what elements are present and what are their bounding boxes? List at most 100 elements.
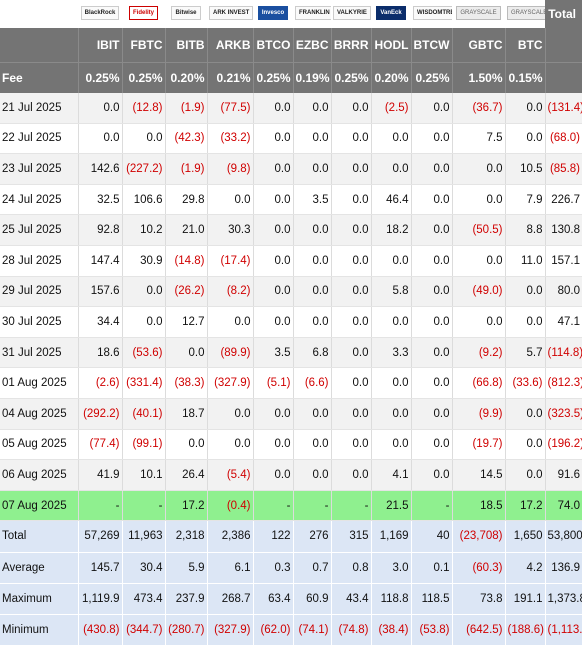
flow-cell-btco: 3.5 (252, 337, 293, 369)
ticker-header-brrr: BRRR (330, 28, 371, 63)
flow-cell-total: (114.8) (544, 337, 582, 369)
stat-cell-arkb: 268.7 (206, 582, 253, 615)
stat-cell-ibit: 145.7 (77, 551, 122, 584)
flow-cell-ezbc: 0.0 (292, 306, 331, 338)
flow-cell-gbtc: (66.8) (451, 367, 505, 399)
flow-cell-fbtc: (12.8) (121, 93, 165, 124)
flow-cell-hodl: 0.0 (370, 153, 411, 185)
flow-cell-total: 226.7 (544, 184, 582, 216)
flow-cell-btco: 0.0 (252, 459, 293, 491)
flow-cell-arkb: (8.2) (206, 276, 253, 308)
flow-cell-bitb: 29.8 (164, 184, 207, 216)
stat-row-average: Average 145.7 30.4 5.9 6.1 0.3 0.7 0.8 3.0 0.1 (60… (0, 551, 582, 584)
stat-label: Maximum (0, 582, 78, 615)
stat-label: Minimum (0, 613, 78, 645)
flow-cell-fbtc: (99.1) (121, 429, 165, 461)
flow-cell-fbtc: (331.4) (121, 367, 165, 399)
flow-cell-gbtc: 7.5 (451, 123, 505, 155)
flow-cell-bitb: (26.2) (164, 276, 207, 308)
flow-cell-btc: 10.5 (504, 153, 545, 185)
flow-cell-gbtc: (9.9) (451, 398, 505, 430)
flow-cell-btc: 0.0 (504, 398, 545, 430)
stat-cell-ibit: (430.8) (77, 613, 122, 645)
logo-cell: ARK INVEST (207, 0, 253, 28)
franklin-templeton-logo: FRANKLIN TEMPLETON (295, 5, 331, 20)
flow-cell-brrr: 0.0 (330, 93, 371, 124)
flow-cell-btcw: 0.0 (410, 337, 452, 369)
stat-cell-btcw: 40 (410, 520, 452, 552)
flow-cell-gbtc: 18.5 (451, 490, 505, 522)
flow-cell-ezbc: 6.8 (292, 337, 331, 369)
flow-cell-total: (812.3) (544, 367, 582, 399)
row-date: 23 Jul 2025 (0, 153, 78, 185)
flow-cell-brrr: 0.0 (330, 214, 371, 246)
ticker-header-btc: BTC (504, 28, 545, 63)
flow-cell-btc: 0.0 (504, 429, 545, 461)
flow-cell-gbtc: 0.0 (451, 153, 505, 185)
flow-cell-arkb: (89.9) (206, 337, 253, 369)
flow-cell-bitb: 12.7 (164, 306, 207, 338)
stat-cell-total: 53,800 (544, 520, 582, 552)
stat-cell-fbtc: 473.4 (121, 582, 165, 615)
flow-cell-ibit: 147.4 (77, 245, 122, 277)
flow-cell-hodl: 5.8 (370, 276, 411, 308)
flow-cell-ezbc: 0.0 (292, 214, 331, 246)
stat-cell-btcw: (53.8) (410, 613, 452, 645)
stat-cell-brrr: 315 (330, 520, 371, 552)
ticker-header-btcw: BTCW (410, 28, 452, 63)
flow-cell-arkb: 30.3 (206, 214, 253, 246)
stat-cell-ezbc: 276 (292, 520, 331, 552)
flow-cell-ibit: 0.0 (77, 123, 122, 155)
flow-cell-btc: 0.0 (504, 93, 545, 124)
flow-cell-total: 80.0 (544, 276, 582, 308)
flow-cell-ezbc: 0.0 (292, 123, 331, 155)
flow-cell-arkb: (77.5) (206, 93, 253, 124)
flow-cell-btcw: - (410, 490, 452, 522)
flow-cell-total: (68.0) (544, 123, 582, 155)
flow-cell-btco: 0.0 (252, 93, 293, 124)
flow-cell-gbtc: 14.5 (451, 459, 505, 491)
stat-cell-arkb: 6.1 (206, 551, 253, 584)
flow-cell-bitb: 26.4 (164, 459, 207, 491)
flow-cell-bitb: (1.9) (164, 93, 207, 124)
fee-cell-btcw: 0.25% (410, 62, 452, 93)
ticker-header-hodl: HODL (370, 28, 411, 63)
flow-cell-btc: 8.8 (504, 214, 545, 246)
fee-cell-total (544, 62, 582, 93)
stat-cell-ezbc: 60.9 (292, 582, 331, 615)
flow-cell-btcw: 0.0 (410, 367, 452, 399)
flow-cell-brrr: 0.0 (330, 276, 371, 308)
flow-cell-fbtc: 10.1 (121, 459, 165, 491)
flow-cell-total: 130.8 (544, 214, 582, 246)
flow-cell-gbtc: 0.0 (451, 245, 505, 277)
flow-cell-fbtc: (53.6) (121, 337, 165, 369)
flow-cell-gbtc: (49.0) (451, 276, 505, 308)
stat-cell-ibit: 1,119.9 (77, 582, 122, 615)
stat-cell-brrr: (74.8) (330, 613, 371, 645)
flow-cell-bitb: 0.0 (164, 337, 207, 369)
fee-label: Fee (0, 62, 78, 93)
flow-cell-ibit: 157.6 (77, 276, 122, 308)
stat-cell-fbtc: 11,963 (121, 520, 165, 552)
flow-row: 25 Jul 2025 92.8 10.2 21.0 30.3 0.0 0.0 0.0 18.2… (0, 214, 582, 246)
flow-cell-brrr: 0.0 (330, 459, 371, 491)
flow-row: 06 Aug 2025 41.9 10.1 26.4 (5.4) 0.0 0.0 0.0 4.1… (0, 459, 582, 491)
flow-cell-total: (131.4) (544, 93, 582, 124)
stat-cell-btcw: 0.1 (410, 551, 452, 584)
fee-cell-btco: 0.25% (252, 62, 293, 93)
flow-cell-bitb: (14.8) (164, 245, 207, 277)
fee-cell-bitb: 0.20% (164, 62, 207, 93)
flow-cell-btcw: 0.0 (410, 123, 452, 155)
flow-cell-btco: 0.0 (252, 429, 293, 461)
flow-cell-total: (85.8) (544, 153, 582, 185)
flow-row: 07 Aug 2025- -17.2 (0.4) - - -21.5-18.5 17.2 74… (0, 490, 582, 522)
flow-cell-ezbc: 0.0 (292, 276, 331, 308)
flow-cell-btcw: 0.0 (410, 459, 452, 491)
row-date: 06 Aug 2025 (0, 459, 78, 491)
ticker-header-btco: BTCO (252, 28, 293, 63)
row-date: 22 Jul 2025 (0, 123, 78, 155)
fee-cell-hodl: 0.20% (370, 62, 411, 93)
flow-cell-hodl: 0.0 (370, 306, 411, 338)
flow-cell-ibit: 34.4 (77, 306, 122, 338)
